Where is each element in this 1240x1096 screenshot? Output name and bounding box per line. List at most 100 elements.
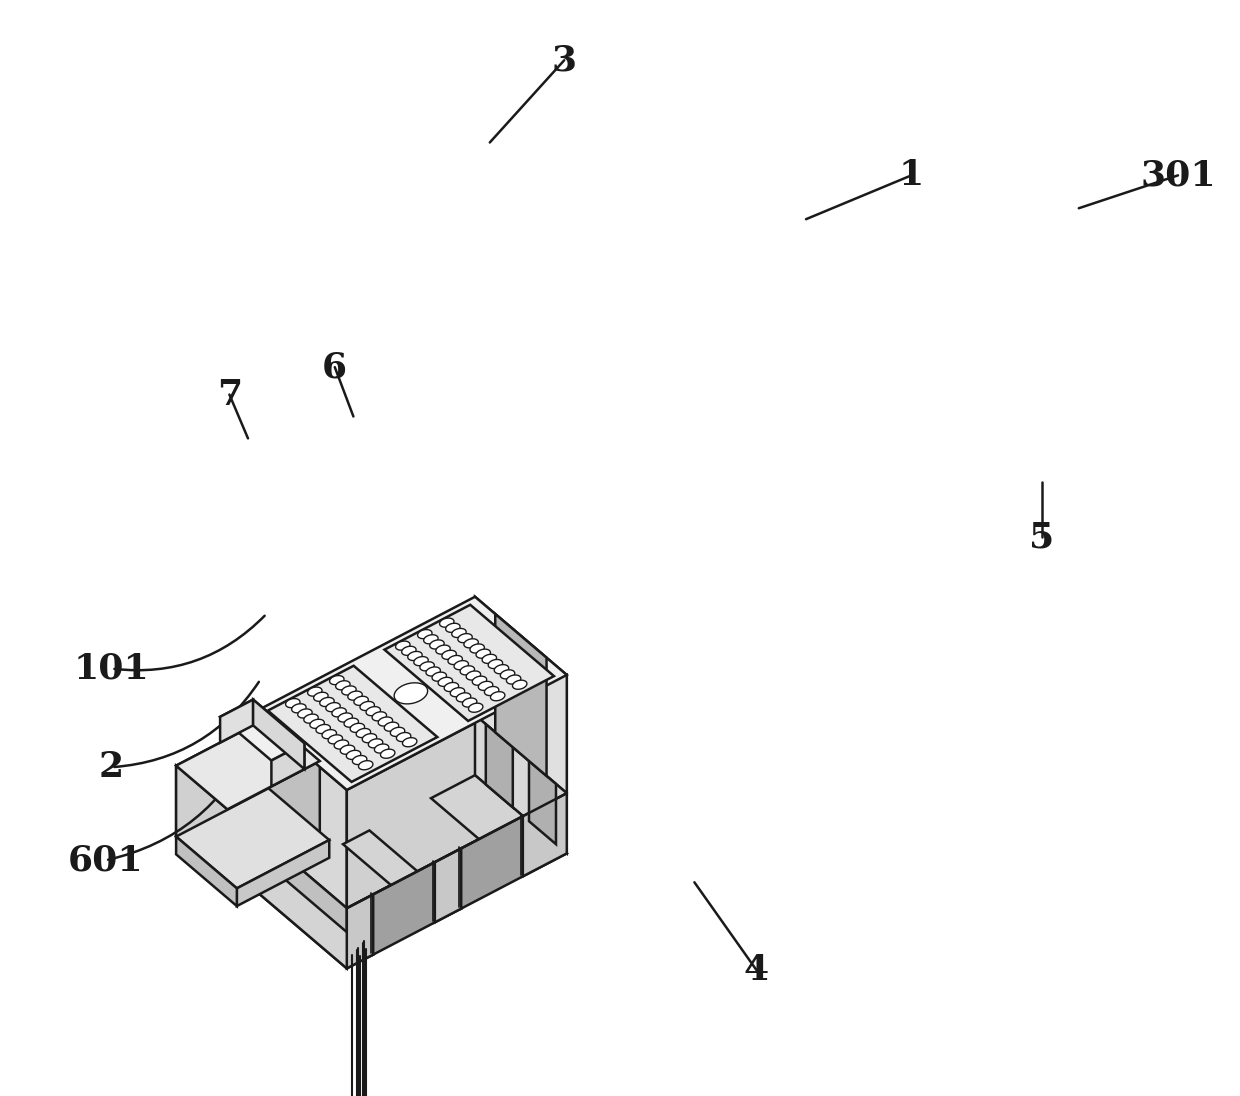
Polygon shape [253,699,304,769]
Polygon shape [418,629,432,639]
Text: 3: 3 [552,43,577,78]
Polygon shape [339,712,352,722]
Polygon shape [272,743,304,786]
Polygon shape [358,761,373,769]
Polygon shape [414,657,428,665]
Polygon shape [330,675,343,685]
Polygon shape [347,675,567,909]
Polygon shape [255,596,567,790]
Polygon shape [444,683,459,692]
Polygon shape [353,696,368,706]
Polygon shape [396,641,410,650]
Polygon shape [432,775,567,877]
Polygon shape [227,761,320,880]
Polygon shape [500,670,515,678]
Polygon shape [479,682,492,690]
Polygon shape [482,654,496,663]
Polygon shape [298,709,312,718]
Polygon shape [340,745,355,754]
Polygon shape [469,704,482,712]
Polygon shape [456,693,471,701]
Polygon shape [394,683,428,704]
Polygon shape [408,651,422,661]
Polygon shape [237,840,330,906]
Text: 301: 301 [1141,158,1215,193]
Polygon shape [360,701,374,710]
Text: 5: 5 [1029,520,1054,555]
Polygon shape [495,664,508,674]
Polygon shape [347,692,362,700]
Polygon shape [381,750,394,758]
Polygon shape [176,766,227,880]
Polygon shape [466,671,481,680]
Polygon shape [308,687,322,696]
Polygon shape [347,894,373,969]
Polygon shape [420,662,434,671]
Polygon shape [491,692,505,700]
Polygon shape [310,719,325,729]
Polygon shape [476,649,491,659]
Polygon shape [320,697,334,707]
Polygon shape [461,817,523,909]
Text: 6: 6 [322,350,347,385]
Polygon shape [439,618,454,627]
Polygon shape [372,711,387,721]
Polygon shape [221,699,304,761]
Polygon shape [441,650,456,660]
Polygon shape [285,698,300,708]
Polygon shape [529,761,556,844]
Polygon shape [506,675,521,684]
Polygon shape [368,739,383,747]
Polygon shape [314,693,329,701]
Polygon shape [450,687,465,697]
Polygon shape [451,628,466,638]
Polygon shape [352,755,367,765]
Polygon shape [445,624,460,632]
Polygon shape [384,605,554,721]
Polygon shape [472,676,486,685]
Polygon shape [255,715,475,890]
Polygon shape [384,722,399,731]
Polygon shape [343,831,461,923]
Text: 2: 2 [99,750,124,785]
Polygon shape [424,635,438,643]
Polygon shape [268,665,438,781]
Polygon shape [373,863,435,955]
Polygon shape [485,686,498,696]
Polygon shape [432,672,446,682]
Text: 101: 101 [73,651,150,686]
Polygon shape [176,788,330,889]
Polygon shape [475,596,567,794]
Polygon shape [343,718,358,728]
Polygon shape [391,728,404,737]
Polygon shape [291,704,306,712]
Polygon shape [378,717,393,726]
Polygon shape [336,681,350,689]
Polygon shape [221,699,253,743]
Polygon shape [438,677,453,686]
Polygon shape [332,708,346,717]
Polygon shape [475,715,567,854]
Polygon shape [366,707,381,716]
Polygon shape [430,640,444,649]
Polygon shape [448,655,463,664]
Text: 601: 601 [68,843,143,878]
Polygon shape [176,718,320,809]
Polygon shape [255,877,373,969]
Text: 1: 1 [899,158,924,193]
Polygon shape [523,794,567,877]
Polygon shape [304,715,319,723]
Polygon shape [362,733,377,743]
Polygon shape [176,718,269,836]
Polygon shape [255,711,347,909]
Polygon shape [463,698,477,707]
Polygon shape [316,724,330,733]
Polygon shape [176,836,237,906]
Polygon shape [322,730,336,739]
Polygon shape [255,830,347,969]
Polygon shape [403,738,417,746]
Polygon shape [470,644,485,653]
Polygon shape [464,639,479,648]
Polygon shape [374,744,389,753]
Polygon shape [495,614,547,776]
